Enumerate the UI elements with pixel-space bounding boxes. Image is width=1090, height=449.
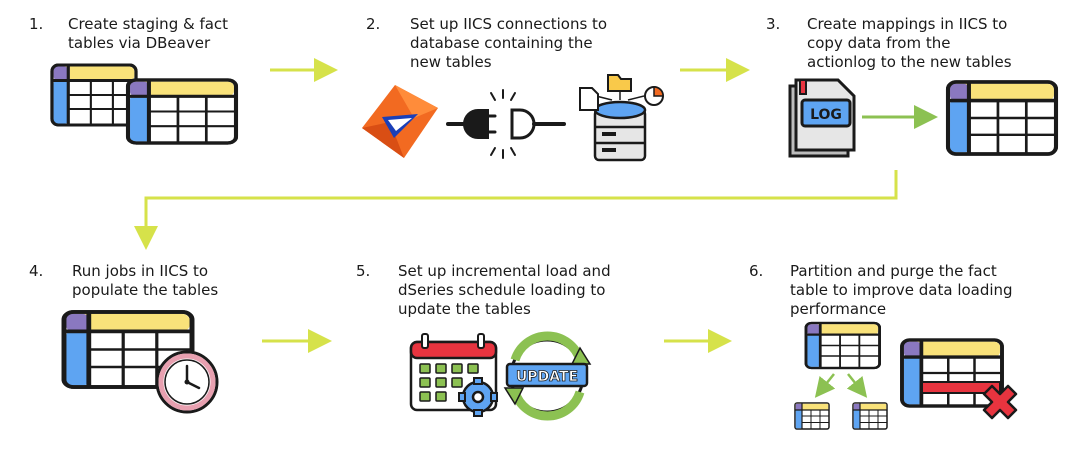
step-4-text: Run jobs in IICS to populate the tables <box>72 262 219 299</box>
step-3-text: Create mappings in IICS to copy data fro… <box>807 15 1012 71</box>
log-file-icon: LOG <box>788 78 856 158</box>
step-4-number: 4. <box>29 262 44 280</box>
table-icon-purge <box>900 338 1004 408</box>
database-icon <box>579 74 664 162</box>
table-icon-step-3 <box>948 82 1056 154</box>
step-2-text: Set up IICS connections to database cont… <box>410 15 608 71</box>
step-5-number: 5. <box>356 262 371 280</box>
table-icon-partition-left <box>794 402 830 430</box>
step-6-number: 6. <box>749 262 764 280</box>
calendar-gear-icon <box>409 333 498 417</box>
green-arrow-partition-right <box>846 373 868 398</box>
step-2-number: 2. <box>366 15 381 33</box>
table-icon-partition-source <box>804 321 881 370</box>
step-1-text: Create staging & fact tables via DBeaver <box>68 15 229 52</box>
step-5-text: Set up incremental load and dSeries sche… <box>398 262 611 318</box>
green-arrow-partition-left <box>814 373 836 398</box>
plug-connection-icon <box>446 89 566 159</box>
step-1-number: 1. <box>29 15 44 33</box>
delete-x-icon <box>982 384 1018 420</box>
flow-arrow-3-4 <box>134 170 898 250</box>
table-icon-partition-right <box>852 402 888 430</box>
step-6-text: Partition and purge the fact table to im… <box>790 262 1013 318</box>
update-label: UPDATE <box>516 369 578 385</box>
clock-icon <box>155 350 219 414</box>
step-3-number: 3. <box>766 15 781 33</box>
two-tables-icon <box>50 63 236 143</box>
log-label: LOG <box>810 107 842 123</box>
informatica-logo-icon <box>362 85 438 158</box>
update-icon: UPDATE <box>503 331 592 421</box>
